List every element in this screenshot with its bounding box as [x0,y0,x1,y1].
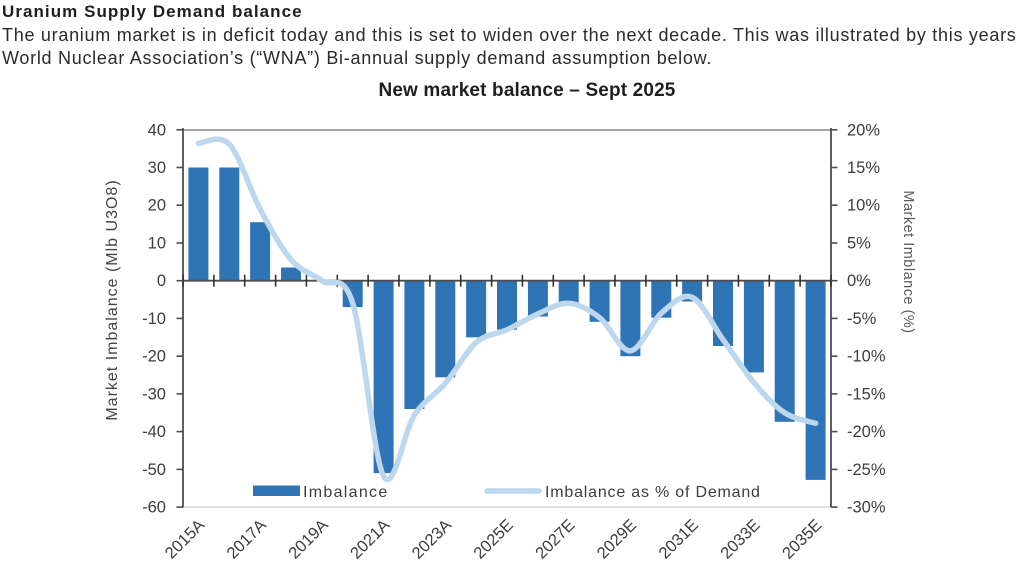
svg-text:New market balance – Sept 2025: New market balance – Sept 2025 [378,80,675,101]
svg-text:10%: 10% [847,197,880,215]
svg-text:20%: 20% [847,121,880,139]
svg-text:30: 30 [148,159,166,177]
svg-text:15%: 15% [847,159,880,177]
svg-text:-60: -60 [142,499,166,517]
svg-text:20: 20 [148,197,166,215]
svg-text:2033E: 2033E [717,516,763,562]
svg-text:5%: 5% [847,235,871,253]
svg-text:0%: 0% [847,272,871,290]
svg-text:Imbalance: Imbalance [303,484,389,501]
svg-text:-15%: -15% [847,385,886,403]
svg-text:Market Imbalance (Mlb U3O8): Market Imbalance (Mlb U3O8) [104,179,121,420]
svg-text:0: 0 [157,272,166,290]
svg-text:-25%: -25% [847,461,886,479]
svg-text:2023A: 2023A [409,516,455,562]
svg-text:2019A: 2019A [285,516,331,562]
svg-text:-50: -50 [142,461,166,479]
svg-text:-30: -30 [142,385,166,403]
svg-text:-10%: -10% [847,348,886,366]
svg-text:2031E: 2031E [655,516,701,562]
svg-text:2021A: 2021A [347,516,393,562]
svg-text:2017A: 2017A [223,516,269,562]
svg-text:2025E: 2025E [470,516,516,562]
svg-text:10: 10 [148,235,166,253]
svg-text:-20: -20 [142,348,166,366]
svg-text:-20%: -20% [847,423,886,441]
svg-text:-10: -10 [142,310,166,328]
svg-text:-30%: -30% [847,499,886,517]
svg-text:2015A: 2015A [162,516,208,562]
svg-text:-5%: -5% [847,310,877,328]
svg-text:-40: -40 [142,423,166,441]
svg-text:2035E: 2035E [779,516,825,562]
svg-text:Market Imblance (%): Market Imblance (%) [900,190,916,333]
svg-text:2027E: 2027E [532,516,578,562]
svg-text:Imbalance as % of Demand: Imbalance as % of Demand [545,484,761,501]
svg-text:2029E: 2029E [594,516,640,562]
svg-text:40: 40 [148,121,166,139]
